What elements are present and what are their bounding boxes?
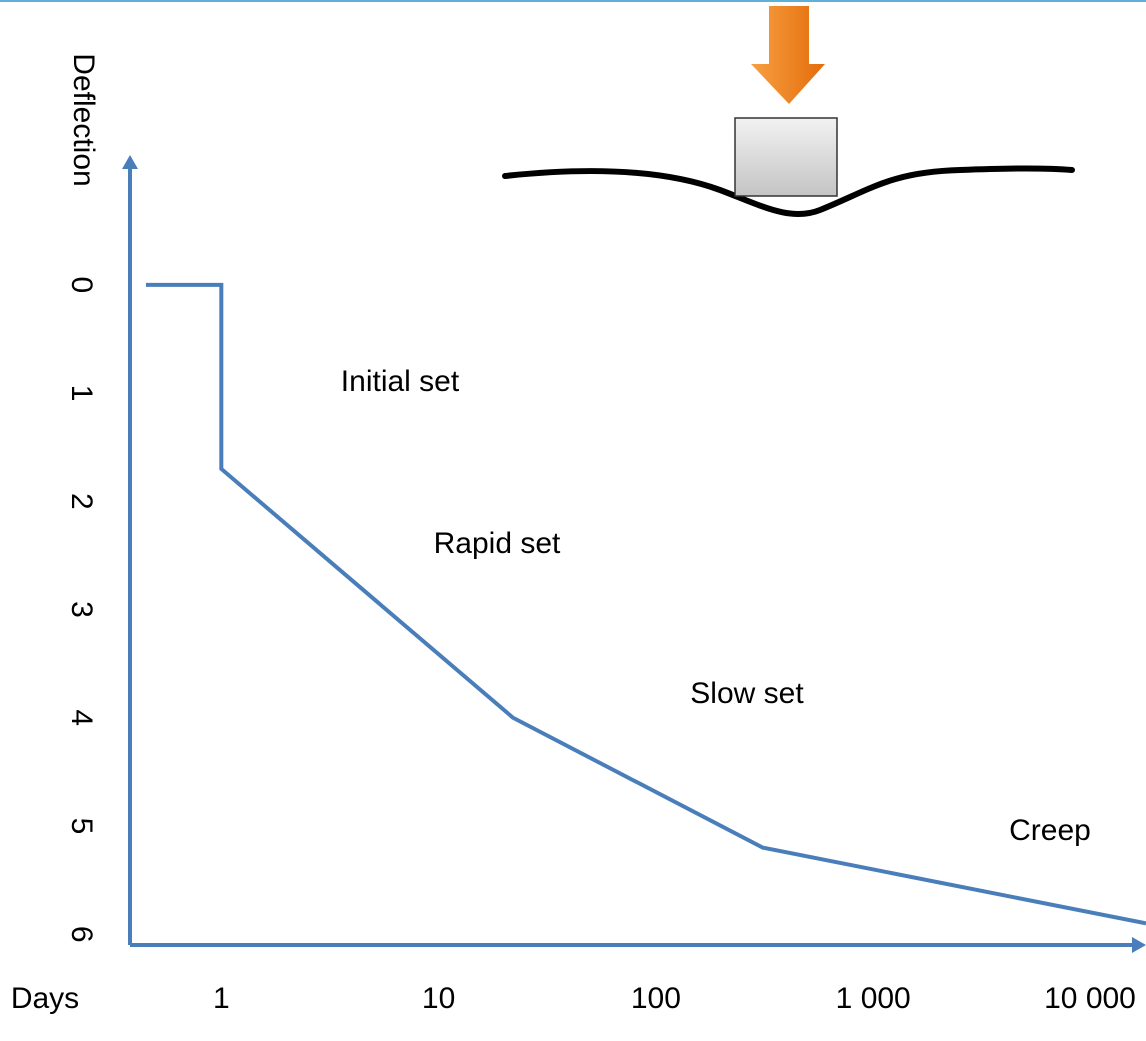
phase-annotation: Initial set: [341, 365, 460, 398]
load-block: [734, 117, 838, 197]
y-tick-label: 4: [65, 709, 98, 726]
y-tick-label: 3: [65, 601, 98, 618]
x-tick-label: 1 000: [836, 982, 911, 1015]
x-axis-arrow: [1132, 937, 1146, 953]
x-tick-label: 10 000: [1044, 982, 1136, 1015]
y-tick-label: 2: [65, 493, 98, 510]
y-axis-arrow: [122, 155, 138, 169]
y-tick-label: 1: [65, 385, 98, 402]
data-line: [145, 282, 1146, 926]
phase-annotation: Creep: [1009, 814, 1091, 847]
y-tick-label: 6: [65, 926, 98, 943]
x-tick-label: 100: [631, 982, 681, 1015]
y-tick-label: 5: [65, 818, 98, 835]
x-axis-label: Days: [11, 982, 79, 1015]
y-axis-label: Deflection: [67, 53, 100, 186]
load-arrow: [751, 6, 825, 104]
ground-curve: [502, 165, 1075, 217]
illustration: [502, 6, 1075, 217]
x-tick-label: 1: [213, 982, 230, 1015]
x-tick-label: 10: [422, 982, 455, 1015]
phase-annotation: Rapid set: [434, 527, 561, 560]
phase-annotation: Slow set: [690, 677, 804, 710]
y-tick-label: 0: [65, 277, 98, 294]
